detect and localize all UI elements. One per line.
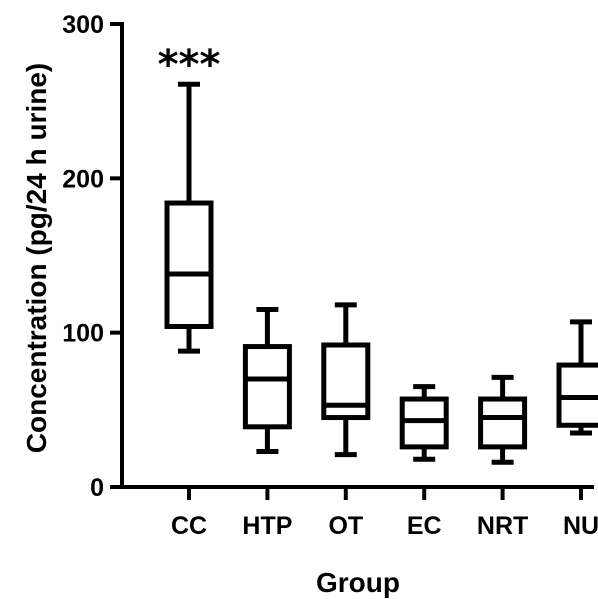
box-plot-series: *** [158, 42, 598, 465]
box-ec [399, 384, 449, 462]
y-axis-title: Concentration (pg/24 h urine) [21, 63, 52, 453]
x-category-label: HTP [242, 512, 292, 540]
box-nu [556, 319, 598, 436]
x-axis-ticks: CC HTP OT EC NRT NU [171, 487, 598, 540]
box-ot [321, 302, 371, 458]
y-tick-label: 0 [90, 474, 104, 502]
y-tick-label: 200 [62, 165, 104, 193]
iqr-box [242, 344, 292, 430]
x-axis-title: Group [316, 567, 400, 598]
x-category-label: CC [171, 512, 207, 540]
box-nrt [478, 374, 528, 465]
y-axis-ticks: 0 100 200 300 [62, 11, 122, 502]
box-htp [242, 307, 292, 455]
x-category-label: NRT [477, 512, 528, 540]
iqr-box [478, 396, 528, 450]
x-category-label: EC [407, 512, 442, 540]
x-category-label: OT [328, 512, 363, 540]
y-tick-label: 100 [62, 320, 104, 348]
iqr-box [164, 200, 214, 329]
significance-annotation: *** [158, 42, 221, 88]
y-tick-label: 300 [62, 11, 104, 39]
box-cc: *** [158, 42, 221, 354]
x-category-label: NU [563, 512, 598, 540]
